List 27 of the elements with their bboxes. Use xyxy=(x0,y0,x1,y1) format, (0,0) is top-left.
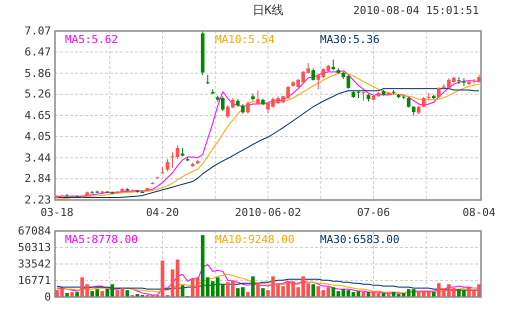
text: 2010-08-04 15:01:51 xyxy=(353,4,479,17)
x-tick-label: 08-04 xyxy=(462,206,496,219)
x-tick-label: 07-06 xyxy=(356,206,390,219)
y-tick-label: 5.26 xyxy=(24,88,51,101)
x-tick-label: 03-18 xyxy=(40,206,74,219)
y-tick-label: 4.65 xyxy=(24,109,51,122)
x-tick-label: 04-20 xyxy=(146,206,180,219)
y-tick-label: 4.05 xyxy=(24,130,51,143)
y-tick-label: 2.23 xyxy=(24,194,51,207)
y-tick-label: 2.84 xyxy=(24,172,52,186)
y-tick-label: 0 xyxy=(44,290,51,304)
chart-title: 日K线 xyxy=(252,3,284,17)
y-tick-label: 3.44 xyxy=(24,151,52,164)
text: MA10:5.54 xyxy=(215,33,275,46)
text: MA10:9248.00 xyxy=(215,233,294,246)
text: MA5:5.62 xyxy=(65,33,118,46)
text: MA30:5.36 xyxy=(320,33,380,46)
text: MA30:6583.00 xyxy=(320,233,400,246)
y-tick-label: 33542 xyxy=(18,258,51,271)
y-tick-label: 16771 xyxy=(18,274,51,288)
x-tick-label: 2010-06-02 xyxy=(234,206,302,219)
text: MA5:8778.00 xyxy=(65,233,138,246)
y-tick-label: 50313 xyxy=(18,241,51,254)
y-tick-label: 6.47 xyxy=(24,45,51,58)
y-tick-label: 67084 xyxy=(18,224,52,238)
y-tick-label: 7.07 xyxy=(24,24,51,38)
y-tick-label: 5.86 xyxy=(24,66,51,80)
